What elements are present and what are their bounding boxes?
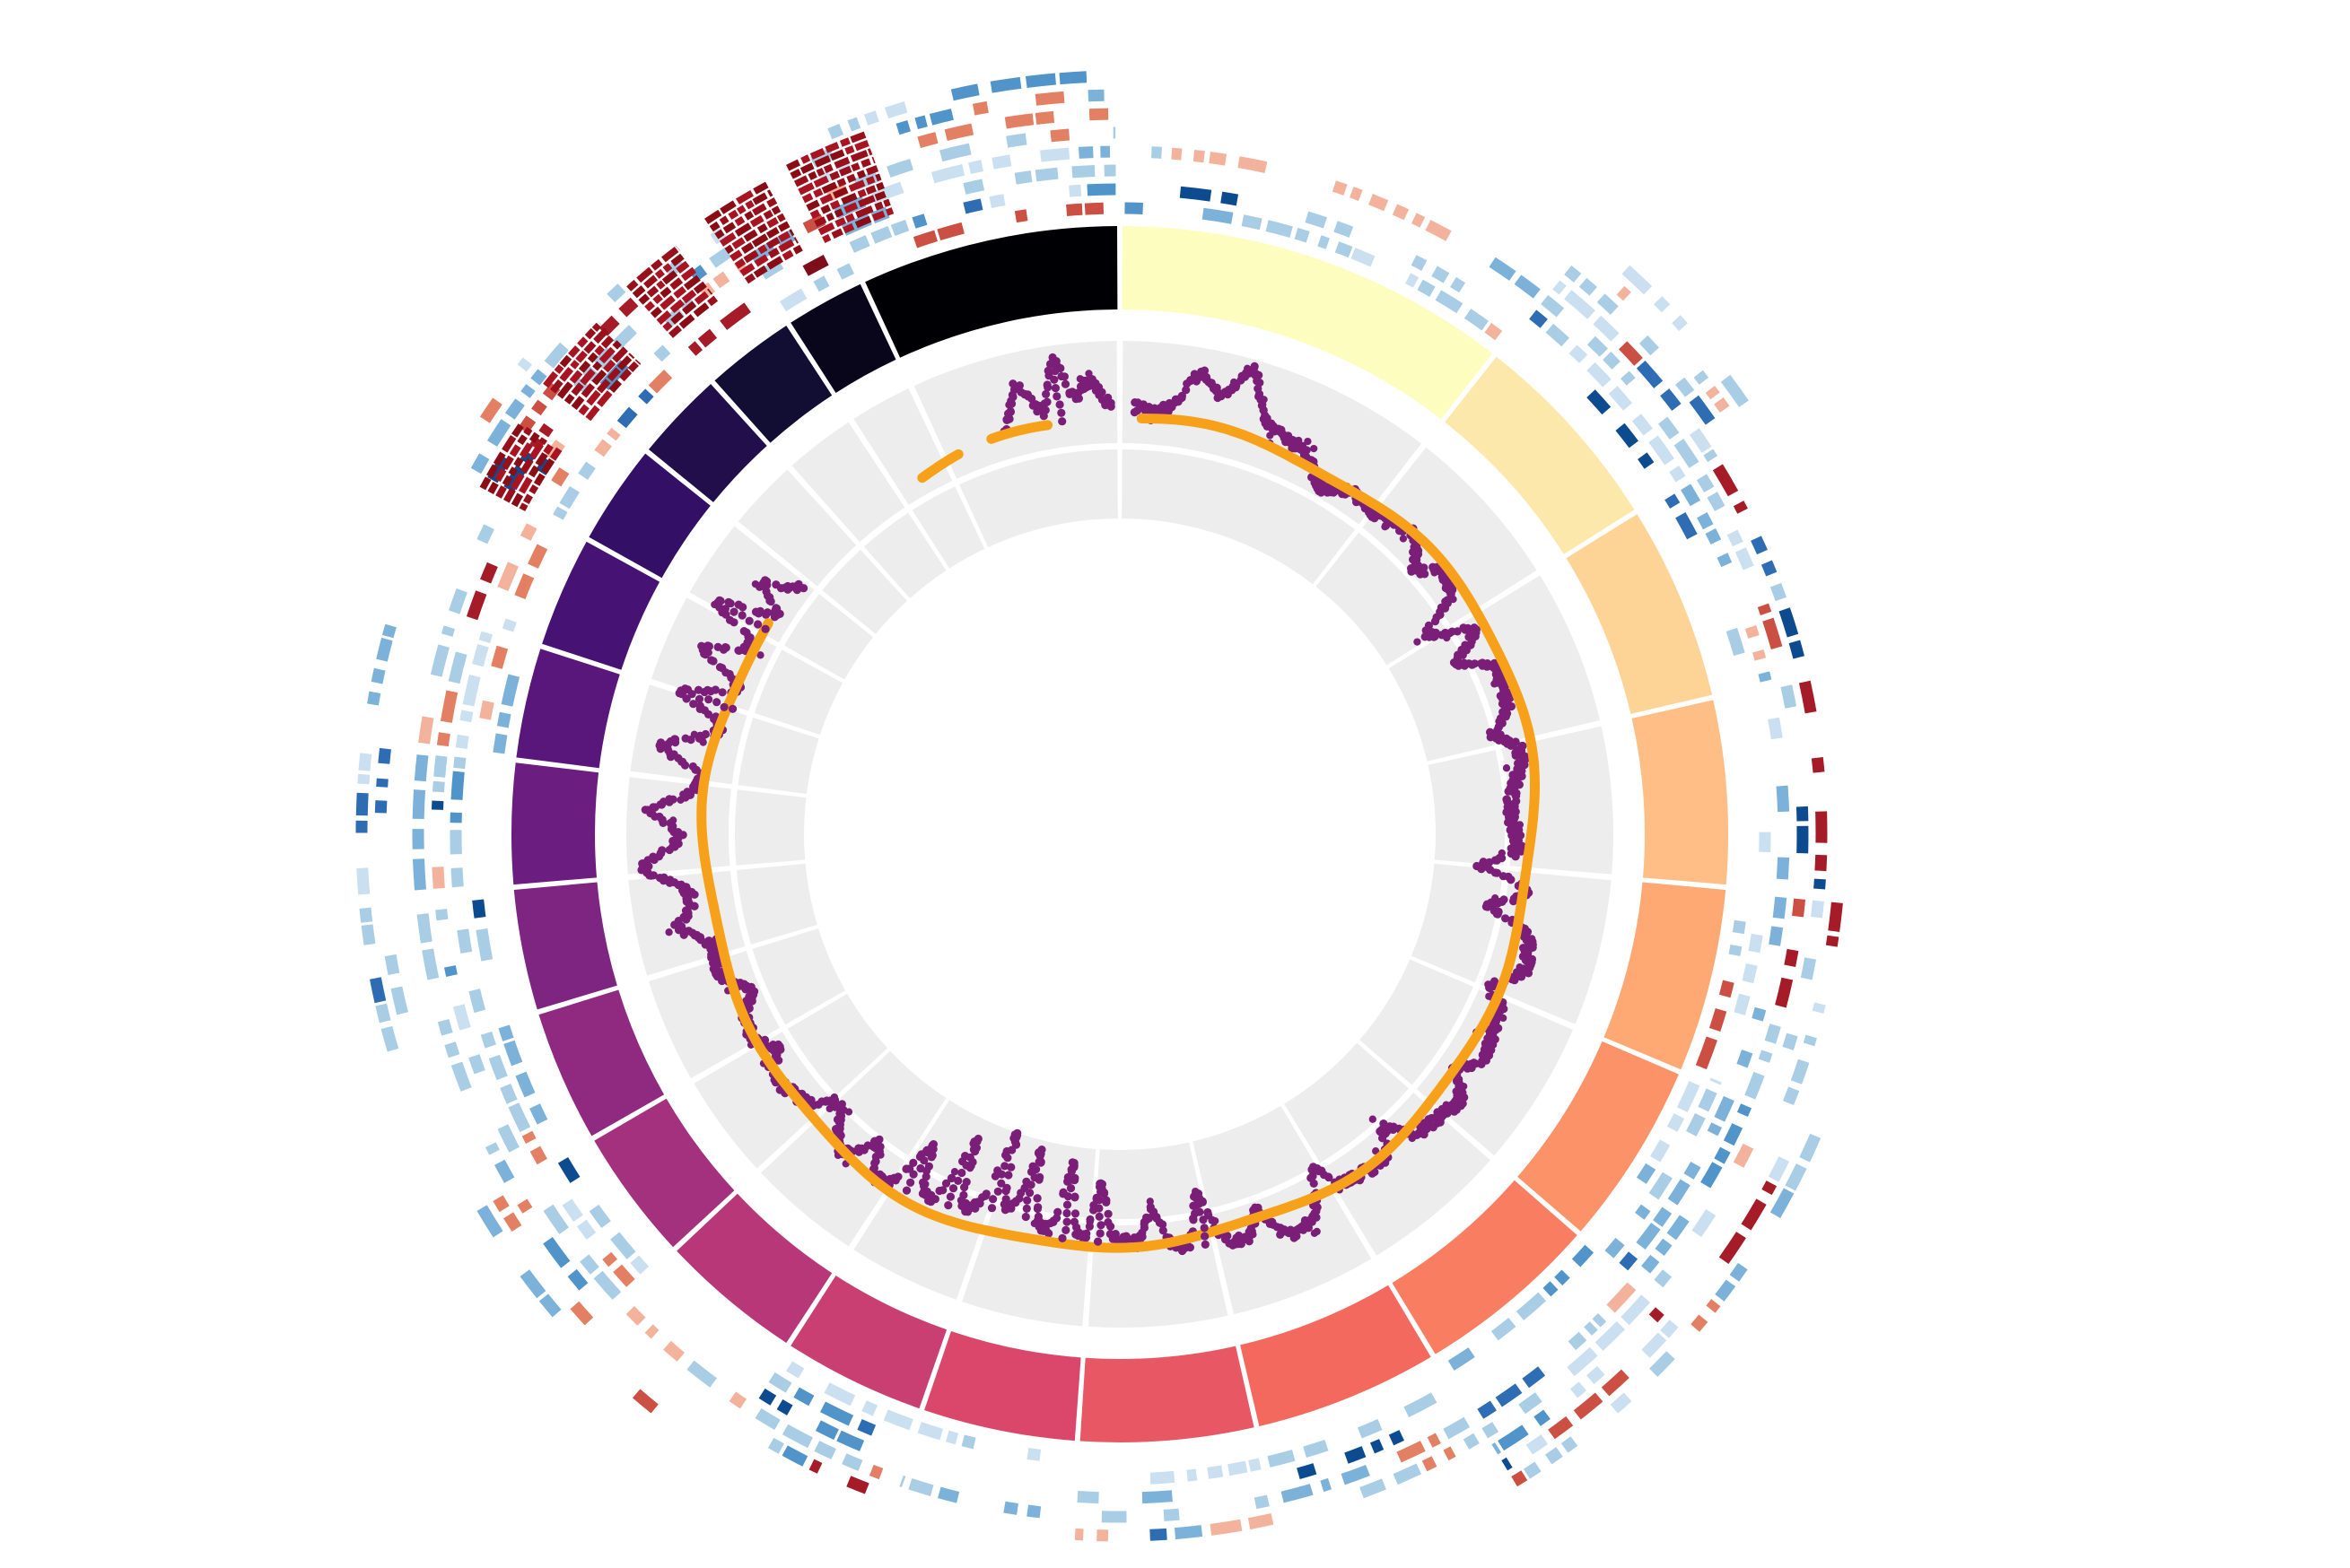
sector-s19 bbox=[589, 453, 711, 579]
sector-s09 bbox=[1079, 1346, 1254, 1442]
sector-s21 bbox=[714, 326, 833, 443]
sector-s04 bbox=[1631, 700, 1729, 885]
outer-red-blocks bbox=[479, 131, 895, 512]
sector-s05 bbox=[1603, 882, 1726, 1070]
sector-s20 bbox=[649, 384, 767, 502]
sector-s03 bbox=[1566, 514, 1712, 714]
sector-s15 bbox=[513, 882, 617, 1010]
sector-s12 bbox=[677, 1193, 833, 1343]
sector-s16 bbox=[511, 762, 599, 885]
sector-s17 bbox=[516, 649, 620, 769]
sector-s11 bbox=[791, 1276, 948, 1409]
sector-s18 bbox=[542, 541, 660, 670]
sector-s22 bbox=[791, 283, 896, 393]
sector-s13 bbox=[594, 1098, 735, 1248]
sector-s14 bbox=[538, 989, 665, 1137]
scatter-spike-streaks bbox=[679, 358, 1210, 1249]
sector-ring bbox=[511, 226, 1729, 1442]
sector-s06 bbox=[1517, 1041, 1679, 1232]
sector-s07 bbox=[1392, 1180, 1577, 1355]
sector-s08 bbox=[1240, 1285, 1431, 1426]
sector-s23 bbox=[865, 226, 1118, 358]
trend-line bbox=[696, 414, 1540, 1253]
sector-s10 bbox=[924, 1331, 1081, 1442]
heatmap-tracks bbox=[355, 71, 1843, 1542]
sector-s02 bbox=[1445, 356, 1635, 554]
sector-s01 bbox=[1122, 226, 1493, 420]
inner-ring-bands bbox=[625, 341, 1613, 1328]
